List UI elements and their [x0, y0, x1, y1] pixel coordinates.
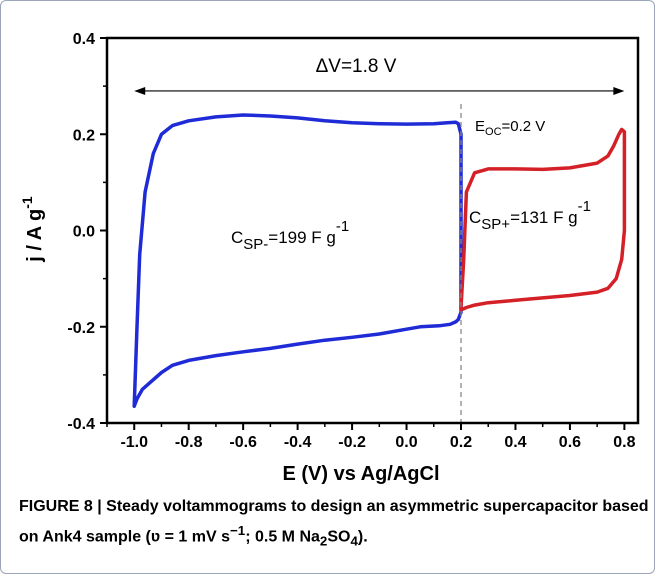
y-tick-label: -0.2 — [67, 320, 95, 337]
x-tick-label: 0.4 — [504, 434, 526, 451]
negative-electrode-cv-curve — [132, 113, 463, 408]
x-axis-title: E (V) vs Ag/AgCl — [282, 463, 439, 485]
delta-v-arrowhead-left — [134, 86, 146, 95]
csp-plus-label: CSP+=131 F g-1 — [469, 198, 591, 233]
x-tick-label: -0.2 — [338, 434, 366, 451]
eoc-label: EOC=0.2 V — [475, 118, 545, 138]
csp-minus-label: CSP-=199 F g-1 — [231, 218, 349, 253]
x-tick-label: 0.8 — [613, 434, 635, 451]
y-tick-label: 0.4 — [73, 31, 95, 48]
figure-caption: FIGURE 8 | Steady voltammograms to desig… — [19, 498, 649, 549]
series-layer — [132, 113, 627, 408]
x-tick-label: -0.4 — [284, 434, 312, 451]
axis-ticks — [100, 37, 626, 430]
tick-labels: -1.0 -0.8 -0.6 -0.4 -0.2 0.0 0.2 0.4 0.6 0.8 -0.4 -… — [67, 31, 635, 451]
positive-electrode-cv-curve — [459, 127, 627, 312]
y-tick-label: 0.0 — [73, 224, 95, 241]
x-tick-label: -0.6 — [229, 434, 257, 451]
delta-v-arrowhead-right — [613, 86, 625, 95]
annotation-layer: ΔV=1.8 V EOC=0.2 V CSP-=199 F g-1 CSP+=1… — [134, 56, 625, 423]
x-tick-label: -1.0 — [120, 434, 148, 451]
y-tick-label: 0.2 — [73, 127, 95, 144]
voltammogram-chart: -1.0 -0.8 -0.6 -0.4 -0.2 0.0 0.2 0.4 0.6 0.8 -0.4 -… — [19, 31, 640, 485]
x-tick-label: 0.2 — [450, 434, 472, 451]
svg-text:j / A g-1: j / A g-1 — [19, 196, 46, 263]
x-tick-label: 0.0 — [395, 434, 417, 451]
x-tick-label: 0.6 — [559, 434, 581, 451]
plot-frame — [105, 36, 640, 425]
x-tick-label: -0.8 — [175, 434, 203, 451]
delta-v-label: ΔV=1.8 V — [316, 56, 397, 77]
y-axis-title: j / A g-1 — [19, 196, 46, 263]
y-tick-label: -0.4 — [67, 416, 95, 433]
